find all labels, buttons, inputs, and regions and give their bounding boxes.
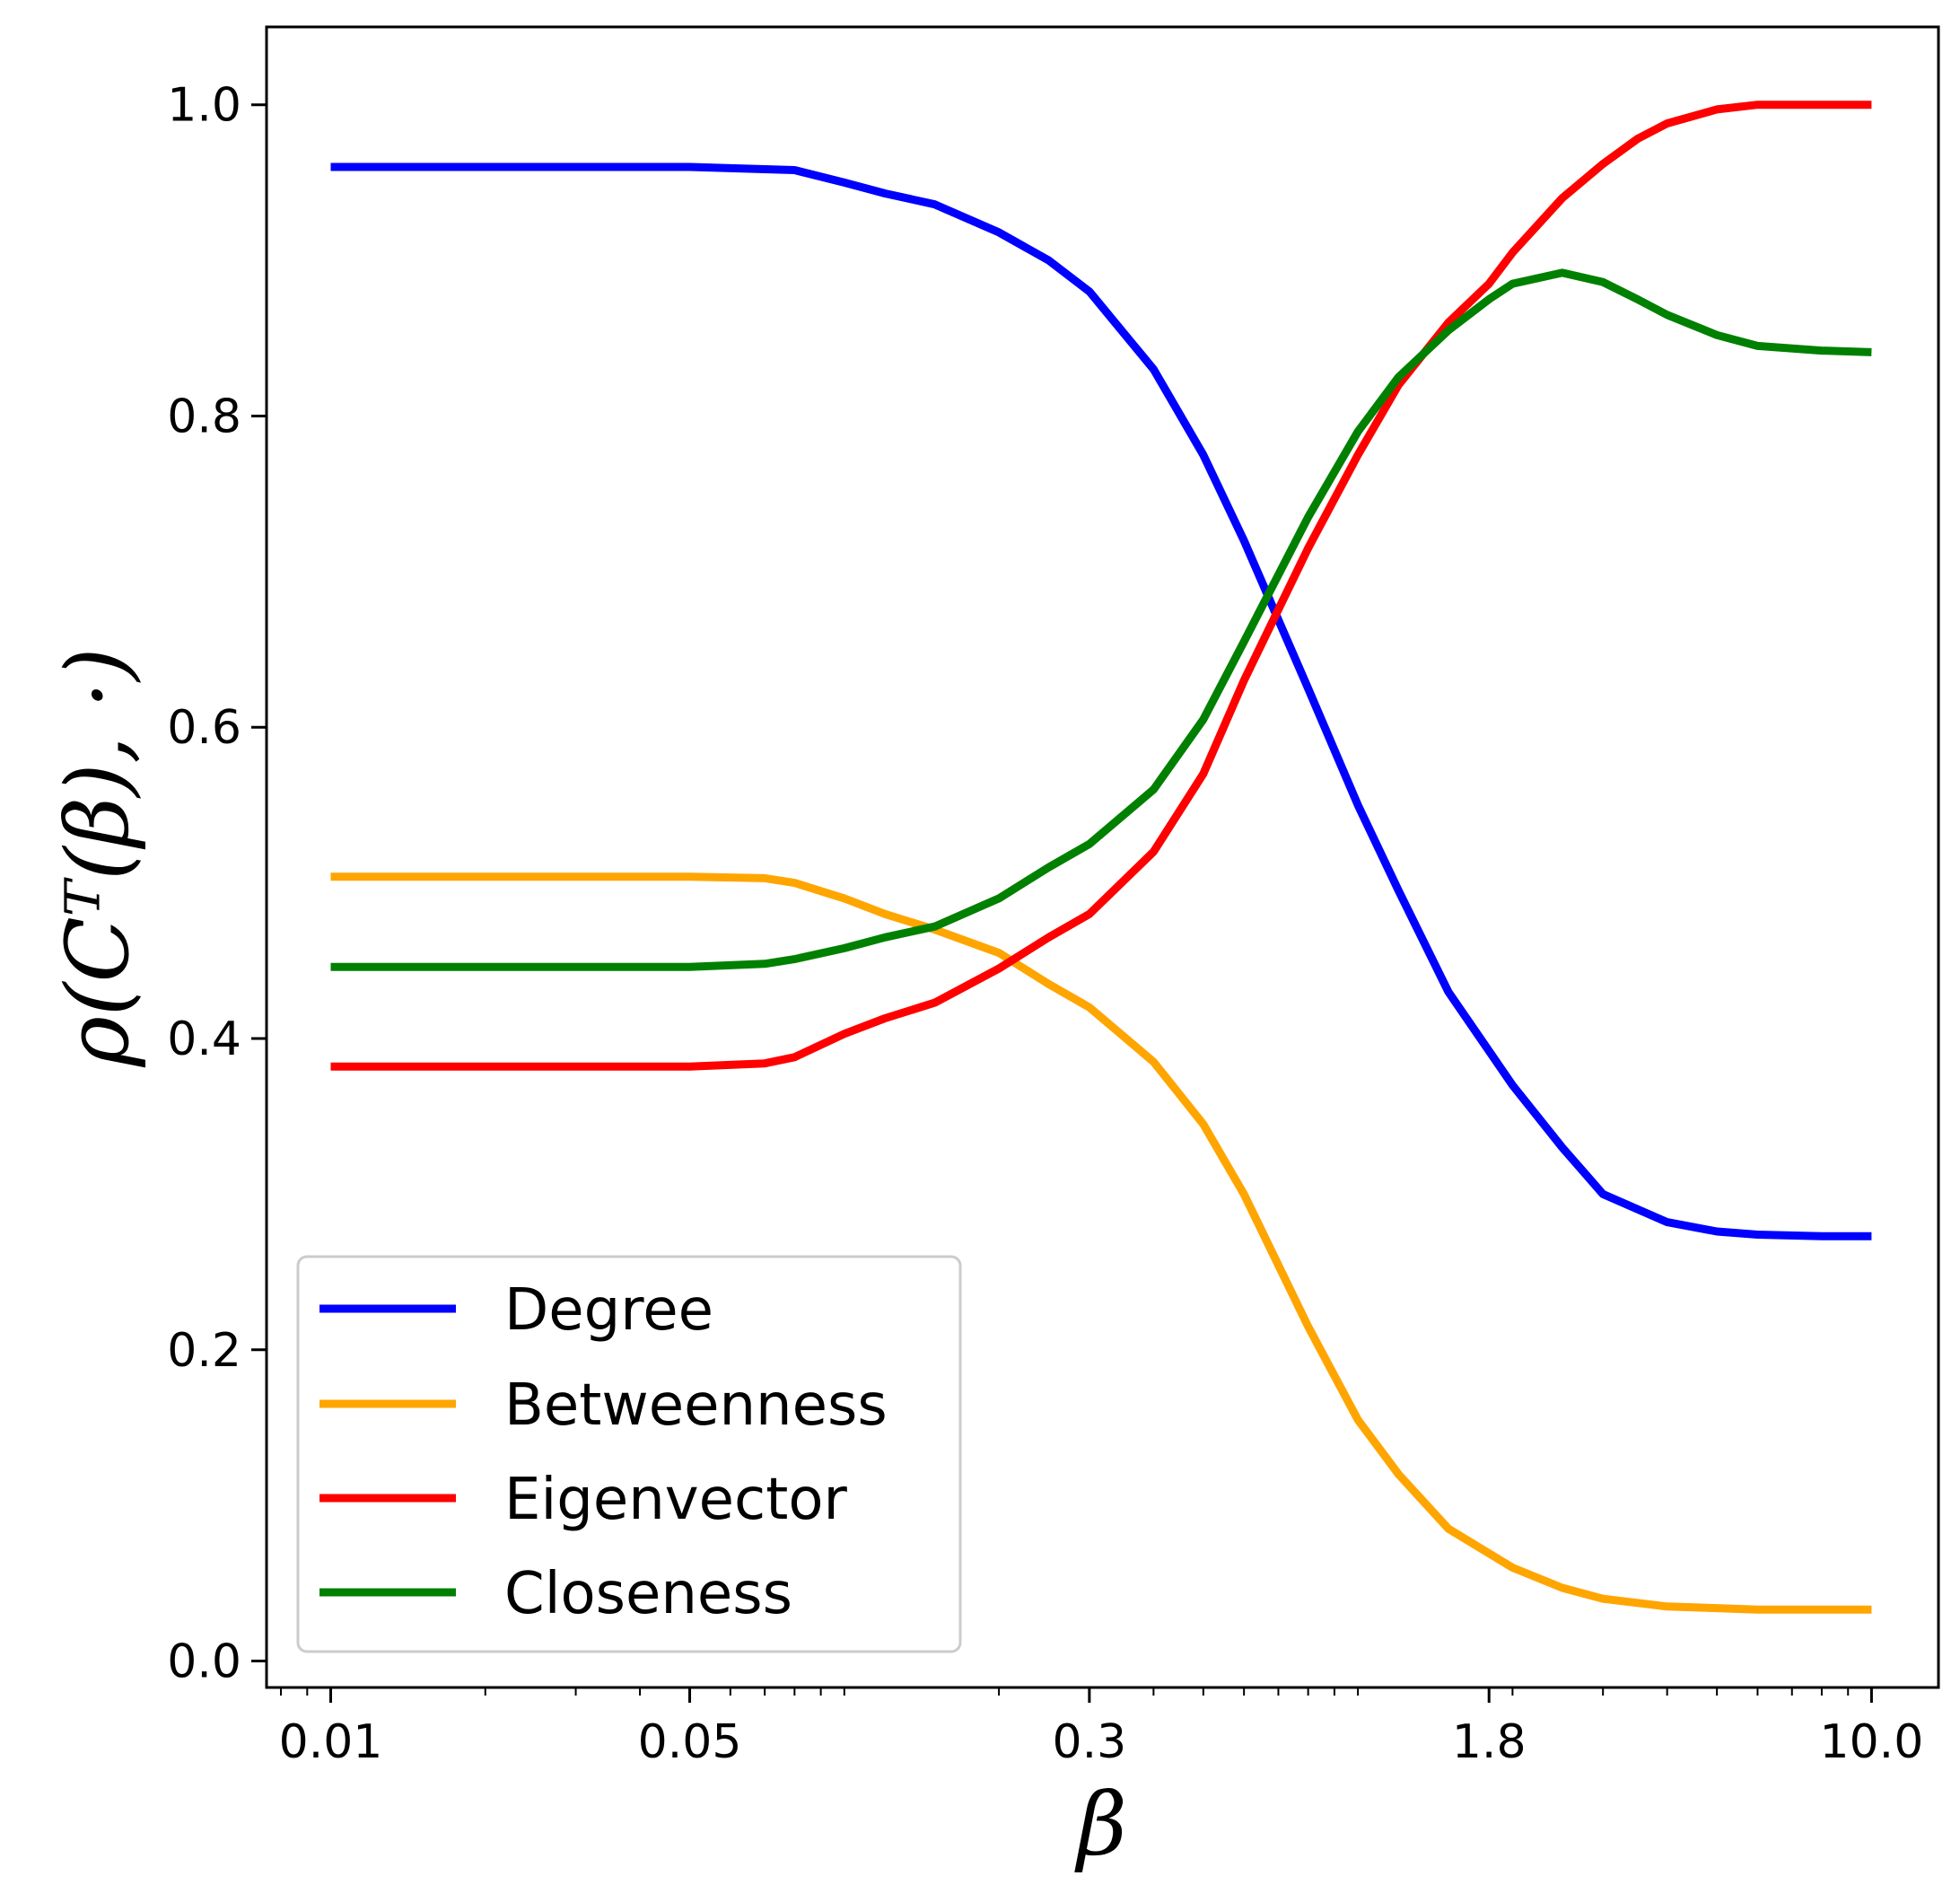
legend-label-eigenvector: Eigenvector <box>504 1467 847 1533</box>
x-tick-label: 0.3 <box>1053 1715 1127 1769</box>
x-tick-label: 10.0 <box>1820 1715 1924 1769</box>
x-tick-label: 0.05 <box>638 1715 742 1769</box>
series-lines <box>330 101 1872 1614</box>
series-line-degree <box>330 162 1872 1240</box>
legend-label-betweenness: Betweenness <box>504 1372 888 1439</box>
axis-ticks: 0.01 0.05 0.3 1.8 10.0 0.0 0.2 0.4 0.6 0.8 1.0 <box>167 79 1923 1769</box>
series-line-eigenvector <box>330 101 1872 1071</box>
legend-label-degree: Degree <box>504 1277 713 1344</box>
legend-label-closeness: Closeness <box>504 1561 792 1627</box>
y-tick-label: 1.0 <box>167 79 241 133</box>
x-tick-label: 0.01 <box>279 1715 383 1769</box>
x-axis-label: β <box>1074 1775 1127 1875</box>
y-tick-label: 0.6 <box>167 701 241 755</box>
series-line-betweenness <box>330 872 1872 1614</box>
y-tick-label: 0.0 <box>167 1635 241 1689</box>
series-line-closeness <box>330 268 1872 971</box>
y-axis-label: ρ(Cᵀ(β), ·) <box>48 647 148 1067</box>
plot-frame <box>265 25 1940 1689</box>
legend-box <box>296 1255 962 1653</box>
y-tick-label: 0.2 <box>167 1324 241 1378</box>
y-tick-label: 0.8 <box>167 390 241 443</box>
y-tick-label: 0.4 <box>167 1012 241 1066</box>
x-tick-label: 1.8 <box>1452 1715 1527 1769</box>
legend: Degree Betweenness Eigenvector Closeness <box>296 1255 962 1653</box>
